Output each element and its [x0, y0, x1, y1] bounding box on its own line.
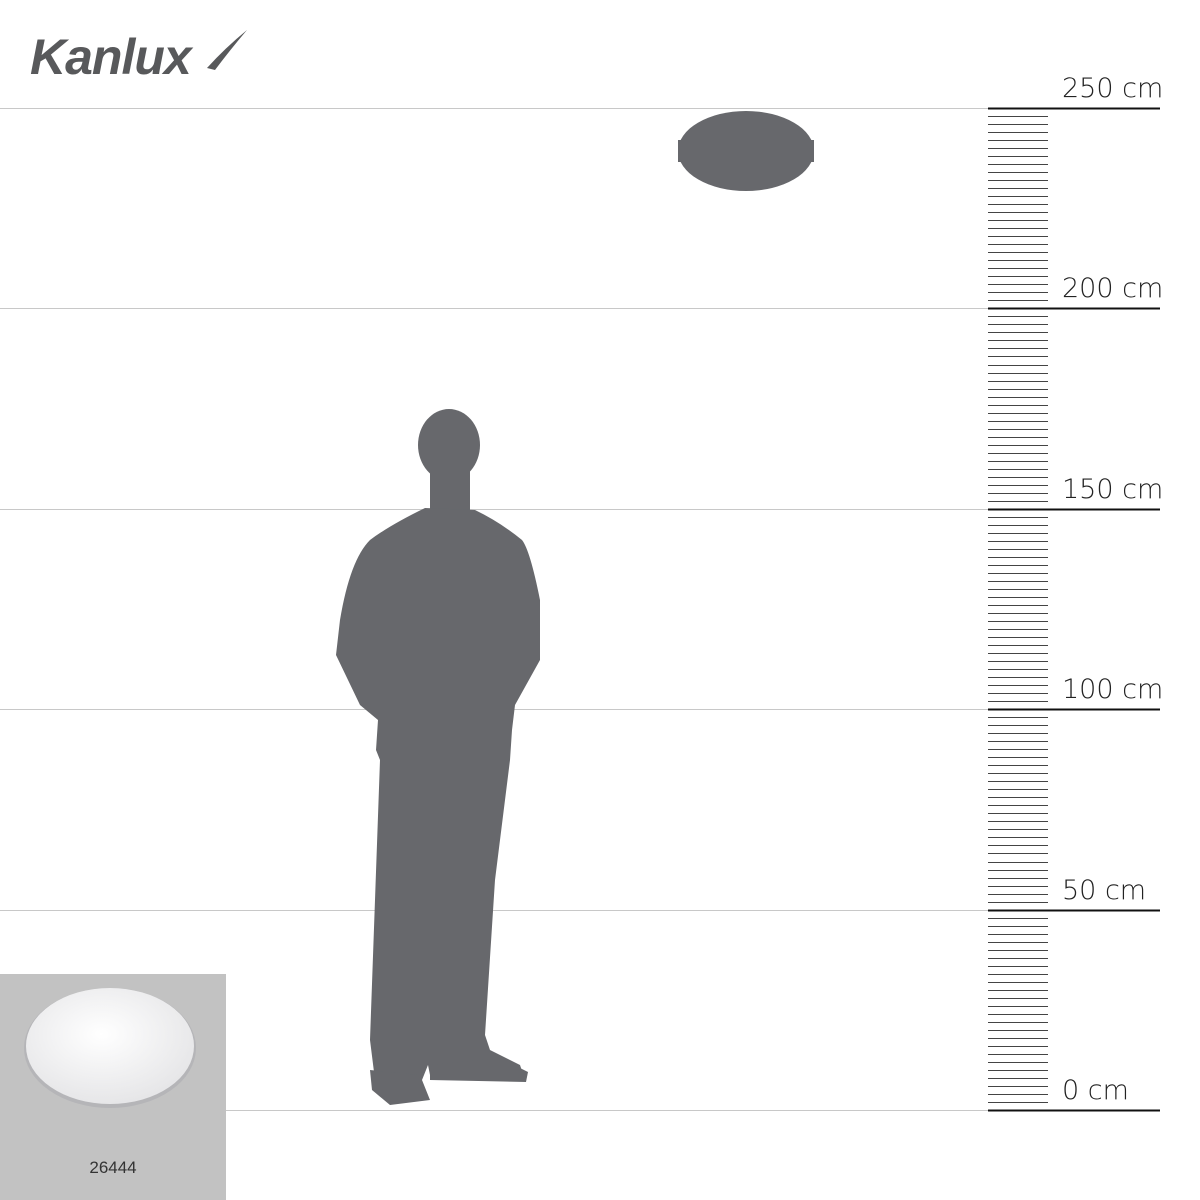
product-thumbnail: 26444: [0, 974, 226, 1200]
scale-label: 100 cm: [1062, 673, 1164, 705]
product-image: [24, 988, 196, 1108]
ceiling-lamp-silhouette: [678, 111, 814, 191]
product-code: 26444: [89, 1158, 137, 1177]
scale-ticks: [988, 107, 1160, 1112]
logo-swoosh-icon: [207, 30, 247, 70]
scale-label: 0 cm: [1062, 1074, 1129, 1106]
scale-label: 200 cm: [1062, 272, 1164, 304]
person-silhouette: [336, 409, 540, 1105]
scale-label: 150 cm: [1062, 473, 1164, 505]
scale-label: 50 cm: [1062, 874, 1147, 906]
scale-label: 250 cm: [1062, 72, 1164, 104]
kanlux-logo: Kanlux: [30, 29, 192, 85]
